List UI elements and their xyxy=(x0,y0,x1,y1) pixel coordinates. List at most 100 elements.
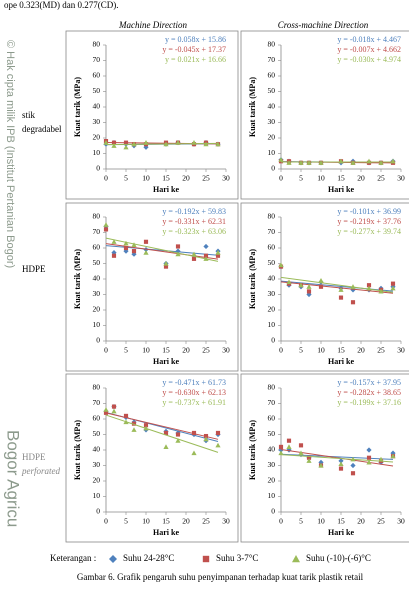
y-tick-label: 0 xyxy=(271,336,275,345)
marker xyxy=(123,240,129,246)
marker xyxy=(366,285,372,291)
equation: y = -0.331x + 62.31 xyxy=(162,217,226,226)
y-tick-label: 20 xyxy=(93,133,101,142)
panel xyxy=(65,30,239,200)
x-tick-label: 15 xyxy=(162,517,170,526)
marker xyxy=(318,284,324,289)
marker xyxy=(143,140,149,145)
marker xyxy=(278,444,284,449)
marker xyxy=(175,140,181,145)
x-tick-label: 10 xyxy=(317,517,325,526)
marker xyxy=(163,141,169,147)
equation: y = -0.471x + 61.73 xyxy=(162,378,226,387)
marker xyxy=(338,295,344,300)
x-tick-label: 15 xyxy=(337,174,345,183)
x-tick-label: 5 xyxy=(299,346,303,355)
marker xyxy=(111,250,117,256)
marker xyxy=(131,427,137,432)
trend-line xyxy=(105,245,219,256)
y-tick-label: 40 xyxy=(93,102,101,111)
trend-line xyxy=(105,412,219,440)
y-tick-label: 40 xyxy=(268,274,276,283)
x-axis-label: Hari ke xyxy=(328,185,354,194)
legend-label: Suhu (-10)-(-6)°C xyxy=(306,553,371,563)
y-tick-label: 20 xyxy=(93,476,101,485)
marker xyxy=(378,456,384,462)
equation: y = -0.101x + 36.99 xyxy=(337,207,401,216)
marker xyxy=(175,244,181,249)
x-axis-label: Hari ke xyxy=(153,528,179,537)
marker xyxy=(191,140,197,145)
marker xyxy=(163,260,169,266)
y-tick-label: 20 xyxy=(268,133,276,142)
y-axis-label: Kuat tarik (MPa) xyxy=(73,249,82,309)
y-tick-label: 10 xyxy=(268,491,276,500)
x-tick-label: 5 xyxy=(124,517,128,526)
x-tick-label: 25 xyxy=(377,346,385,355)
y-tick-label: 80 xyxy=(268,40,276,49)
marker xyxy=(215,442,221,448)
x-tick-label: 5 xyxy=(124,346,128,355)
marker xyxy=(103,140,109,145)
panel xyxy=(240,373,409,543)
panel xyxy=(65,202,239,372)
y-tick-label: 10 xyxy=(93,491,101,500)
marker xyxy=(123,140,129,145)
marker xyxy=(338,158,344,164)
x-tick-label: 30 xyxy=(222,174,230,183)
trend-line xyxy=(280,276,394,293)
equation: y = -0.018x + 4.467 xyxy=(337,35,401,44)
y-tick-label: 80 xyxy=(268,383,276,392)
marker xyxy=(203,141,209,147)
marker xyxy=(191,251,197,257)
marker xyxy=(298,450,304,456)
marker xyxy=(111,253,117,258)
legend-marker xyxy=(292,555,300,563)
equation: y = -0.045x + 17.37 xyxy=(162,45,226,54)
legend-label: Suhu 3-7°C xyxy=(216,553,258,563)
y-tick-label: 60 xyxy=(268,243,276,252)
y-tick-label: 80 xyxy=(93,212,101,221)
top-text: ope 0.323(MD) dan 0.277(CD). xyxy=(4,0,118,10)
marker xyxy=(350,284,356,289)
marker xyxy=(123,245,129,251)
x-tick-label: 30 xyxy=(222,517,230,526)
y-axis-label: Kuat tarik (MPa) xyxy=(248,249,257,309)
x-tick-label: 10 xyxy=(142,346,150,355)
marker xyxy=(338,461,344,467)
x-tick-label: 25 xyxy=(202,174,210,183)
y-axis-label: Kuat tarik (MPa) xyxy=(248,420,257,480)
y-tick-label: 80 xyxy=(93,383,101,392)
marker xyxy=(278,262,284,268)
marker xyxy=(103,407,109,412)
y-tick-label: 50 xyxy=(93,429,101,438)
marker xyxy=(111,404,117,409)
marker xyxy=(191,430,197,436)
y-tick-label: 70 xyxy=(268,227,276,236)
y-tick-label: 60 xyxy=(268,71,276,80)
marker xyxy=(131,249,137,254)
marker xyxy=(298,443,304,448)
x-axis-label: Hari ke xyxy=(328,357,354,366)
y-tick-label: 70 xyxy=(268,55,276,64)
marker xyxy=(338,458,344,464)
x-tick-label: 15 xyxy=(162,346,170,355)
marker xyxy=(338,466,344,471)
x-tick-label: 10 xyxy=(317,346,325,355)
marker xyxy=(286,438,292,443)
marker xyxy=(215,430,221,436)
y-tick-label: 10 xyxy=(268,320,276,329)
x-tick-label: 20 xyxy=(182,174,190,183)
marker xyxy=(298,160,304,165)
x-axis-label: Hari ke xyxy=(153,357,179,366)
panel xyxy=(65,373,239,543)
row-label: HDPE xyxy=(22,264,46,274)
x-tick-label: 20 xyxy=(357,346,365,355)
equation: y = -0.323x + 63.06 xyxy=(162,227,226,236)
marker xyxy=(143,239,149,244)
marker xyxy=(123,144,129,150)
panel xyxy=(240,30,409,200)
marker xyxy=(191,256,197,261)
y-tick-label: 30 xyxy=(93,460,101,469)
